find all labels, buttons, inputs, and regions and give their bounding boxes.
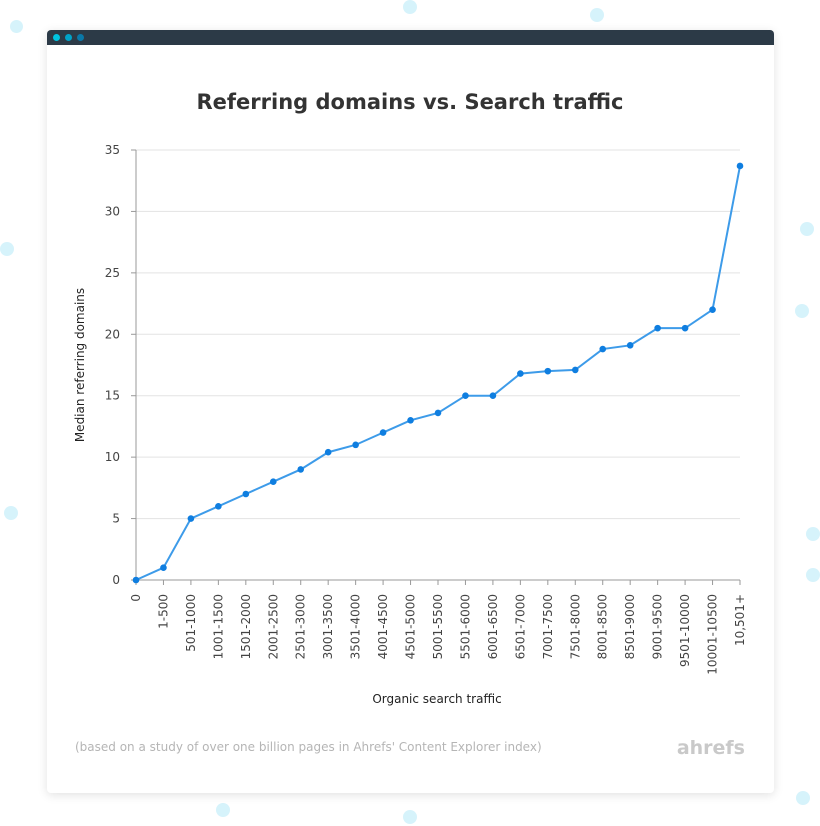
y-tick-label: 30 — [105, 204, 120, 218]
x-tick-label: 3501-4000 — [349, 594, 363, 659]
data-point — [297, 466, 305, 473]
window-dot-2 — [65, 34, 72, 41]
x-tick-label: 4501-5000 — [404, 594, 418, 659]
x-tick-label: 3001-3500 — [321, 594, 335, 659]
footer-note: (based on a study of over one billion pa… — [75, 740, 542, 754]
x-axis-label: Organic search traffic — [372, 692, 501, 706]
data-point — [489, 392, 497, 400]
x-tick-label: 8001-8500 — [596, 594, 610, 659]
window-dot-3 — [77, 34, 84, 41]
series-line — [135, 165, 741, 581]
data-point — [681, 324, 689, 332]
x-tick-label: 1-500 — [156, 594, 170, 629]
data-point — [187, 515, 195, 522]
y-axis-label: Median referring domains — [73, 288, 87, 442]
data-point — [626, 342, 634, 349]
x-tick-label: 6501-7000 — [513, 594, 527, 659]
y-tick-label: 0 — [112, 573, 120, 587]
x-tick-label: 1501-2000 — [239, 594, 253, 659]
chart-window — [47, 30, 774, 793]
y-tick-label: 25 — [105, 266, 120, 280]
x-tick-label: 7001-7500 — [541, 594, 555, 659]
data-point — [434, 409, 442, 417]
x-tick-label: 2501-3000 — [294, 594, 308, 659]
data-point — [599, 345, 607, 353]
data-point — [352, 441, 359, 449]
data-point — [709, 306, 716, 314]
data-point — [160, 564, 167, 572]
data-point — [269, 478, 277, 486]
data-point — [544, 367, 552, 375]
window-dot-1 — [53, 34, 60, 41]
y-tick-label: 20 — [105, 327, 120, 341]
x-tick-label: 1001-1500 — [211, 594, 225, 659]
y-tick-label: 5 — [112, 512, 120, 526]
x-tick-label: 8501-9000 — [623, 594, 637, 659]
x-tick-label: 5001-5500 — [431, 594, 445, 659]
data-point — [517, 370, 524, 377]
data-point — [654, 324, 661, 332]
x-tick-label: 10001-10500 — [706, 594, 720, 675]
data-point — [571, 366, 579, 374]
data-point — [324, 448, 332, 456]
y-tick-label: 35 — [105, 143, 120, 157]
x-tick-label: 6001-6500 — [486, 594, 500, 659]
y-tick-label: 15 — [105, 389, 120, 403]
x-tick-label: 2001-2500 — [266, 594, 280, 659]
data-point — [407, 416, 414, 424]
data-point — [215, 502, 222, 510]
x-tick-label: 501-1000 — [184, 594, 198, 652]
data-point — [379, 429, 387, 436]
data-point — [736, 162, 744, 170]
chart-title: Referring domains vs. Search traffic — [197, 90, 624, 114]
x-tick-label: 9001-9500 — [651, 594, 665, 659]
x-tick-label: 7501-8000 — [568, 594, 582, 659]
data-point — [242, 490, 250, 498]
window-titlebar — [47, 30, 774, 45]
x-tick-label: 4001-4500 — [376, 594, 390, 659]
x-tick-label: 9501-10000 — [678, 594, 692, 667]
data-point — [132, 576, 140, 584]
ahrefs-logo: ahrefs — [677, 737, 745, 759]
data-point — [462, 392, 469, 400]
y-tick-label: 10 — [105, 450, 120, 464]
x-tick-label: 10,501+ — [733, 594, 747, 646]
x-tick-label: 0 — [129, 594, 143, 602]
x-tick-label: 5501-6000 — [458, 594, 472, 659]
